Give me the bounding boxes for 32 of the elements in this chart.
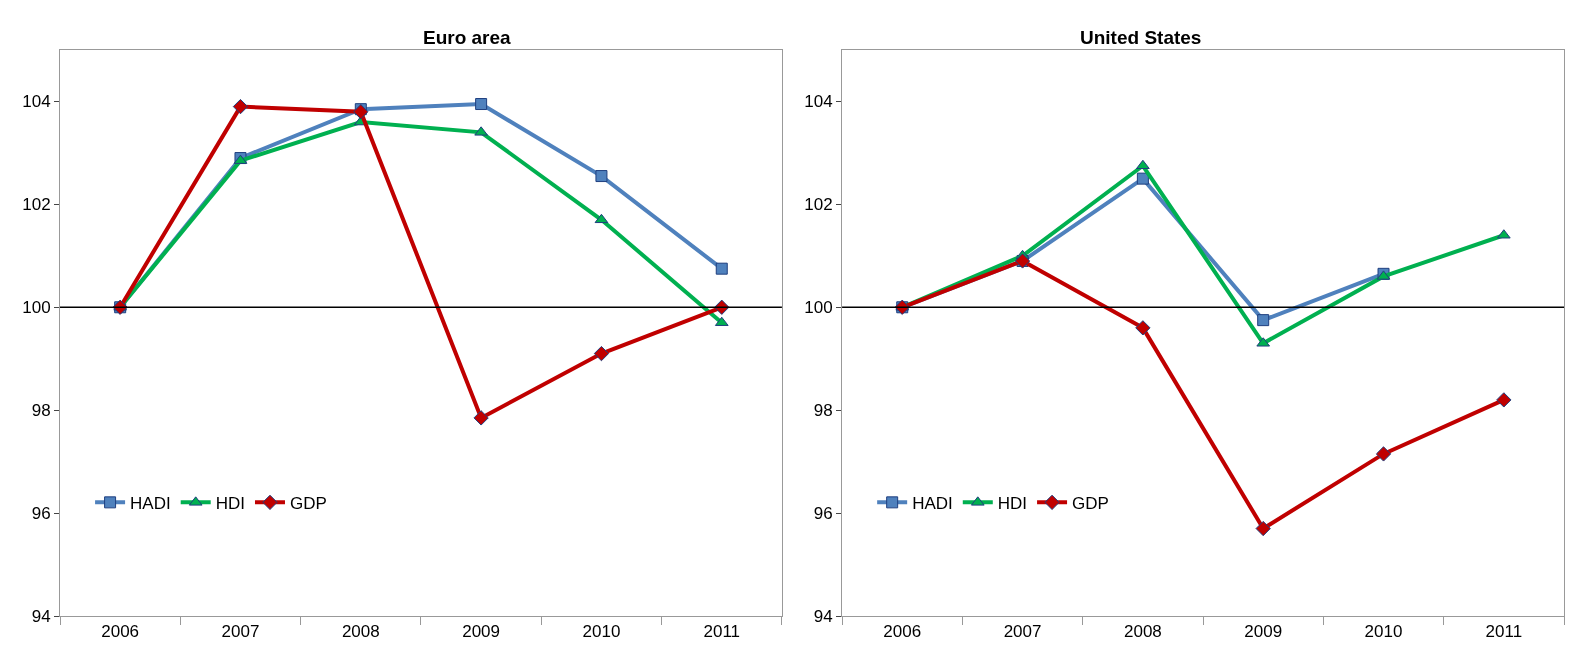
legend-label: GDP bbox=[1072, 493, 1109, 513]
legend-label: HADI bbox=[130, 493, 171, 513]
x-tick-label: 2011 bbox=[703, 622, 741, 642]
y-tick-label: 98 bbox=[31, 401, 51, 421]
legend-label: HDI bbox=[215, 493, 245, 513]
y-tick-label: 98 bbox=[813, 401, 833, 421]
x-tick-label: 2008 bbox=[341, 622, 380, 642]
x-tick-label: 2007 bbox=[1003, 622, 1042, 642]
y-tick-label: 94 bbox=[813, 606, 833, 626]
y-tick-label: 102 bbox=[804, 195, 833, 215]
y-tick-label: 104 bbox=[22, 92, 51, 112]
y-tick-label: 100 bbox=[22, 298, 51, 318]
x-tick-label: 2007 bbox=[221, 622, 260, 642]
chart-title: United States bbox=[1080, 27, 1202, 48]
legend-label: HADI bbox=[912, 493, 953, 513]
y-tick-label: 102 bbox=[22, 195, 51, 215]
chart-title: Euro area bbox=[423, 27, 512, 48]
x-tick-label: 2006 bbox=[101, 622, 140, 642]
y-tick-label: 94 bbox=[31, 606, 51, 626]
y-tick-label: 104 bbox=[804, 92, 833, 112]
x-tick-label: 2011 bbox=[1485, 622, 1523, 642]
y-tick-label: 100 bbox=[804, 298, 833, 318]
y-tick-label: 96 bbox=[813, 504, 833, 524]
legend-label: HDI bbox=[997, 493, 1028, 513]
x-tick-label: 2010 bbox=[1364, 622, 1403, 642]
y-tick-label: 96 bbox=[31, 504, 51, 524]
x-tick-label: 2010 bbox=[582, 622, 621, 642]
legend-label: GDP bbox=[289, 493, 327, 513]
x-tick-label: 2009 bbox=[462, 622, 501, 642]
x-tick-label: 2009 bbox=[1244, 622, 1283, 642]
x-tick-label: 2006 bbox=[883, 622, 922, 642]
x-tick-label: 2008 bbox=[1123, 622, 1162, 642]
